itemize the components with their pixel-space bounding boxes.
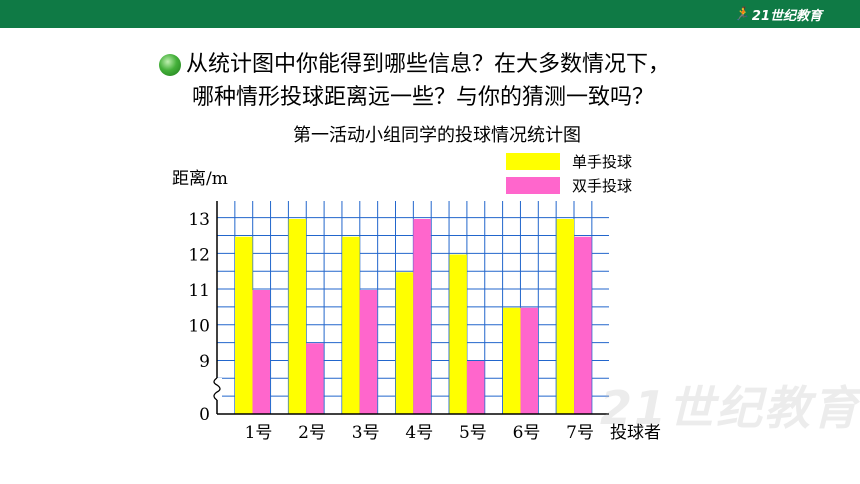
bar-single-6 [503,307,521,414]
legend-swatch-1 [506,153,560,170]
question-line-1: 从统计图中你能得到哪些信息？在大多数情况下， [186,52,671,77]
y-tick-label: 11 [188,281,210,301]
y-tick-label: 13 [188,210,210,230]
x-axis-label: 投球者 [610,423,661,443]
legend-label-2: 双手投球 [572,177,632,195]
x-tick-label: 6号 [513,423,541,443]
bullet-icon [159,54,181,76]
axes [212,201,609,415]
bar-single-7 [556,219,575,414]
x-tick-label: 5号 [459,423,487,443]
bar-double-5 [466,361,485,414]
bar-double-7 [574,236,592,414]
bar-single-3 [342,236,360,414]
bar-double-2 [306,343,324,414]
y-axis-label: 距离/m [172,169,228,189]
x-tick-label: 1号 [245,423,273,443]
tick-labels: 0 9 10 11 12 13 1号 2号 3号 4号 5号 6号 7号 [188,210,594,443]
y-tick-label: 9 [199,352,210,372]
axis-break [213,377,221,401]
logo: 🏃 21世纪教育 [734,4,822,24]
bar-double-1 [252,290,270,414]
logo-text: 21世纪教育 [751,8,822,24]
bar-single-2 [288,219,307,414]
bar-single-4 [395,272,414,414]
watermark: 21世纪教育 [600,381,860,435]
bar-single-5 [449,254,467,414]
y-tick-label: 0 [199,405,210,425]
legend-swatch-2 [506,177,560,194]
question-text: 从统计图中你能得到哪些信息？在大多数情况下， 哪种情形投球距离远一些？与你的猜测… [160,48,800,114]
legend-label-1: 单手投球 [572,153,632,171]
runner-icon: 🏃 [733,6,750,22]
y-tick-label: 12 [188,246,210,266]
x-tick-label: 3号 [352,423,380,443]
top-bar: 🏃 21世纪教育 [0,0,860,28]
axis-break-gap [212,378,222,400]
x-tick-label: 2号 [298,423,326,443]
bar-double-4 [413,219,431,414]
bar-double-6 [520,307,538,414]
x-tick-label: 4号 [405,423,433,443]
chart-title: 第一活动小组同学的投球情况统计图 [293,125,581,146]
bar-single-1 [235,236,253,414]
y-tick-label: 10 [188,317,210,337]
x-tick-label: 7号 [566,423,594,443]
question-line-2: 哪种情形投球距离远一些？与你的猜测一致吗？ [192,85,655,110]
bars [235,219,592,414]
bar-double-3 [359,290,378,414]
